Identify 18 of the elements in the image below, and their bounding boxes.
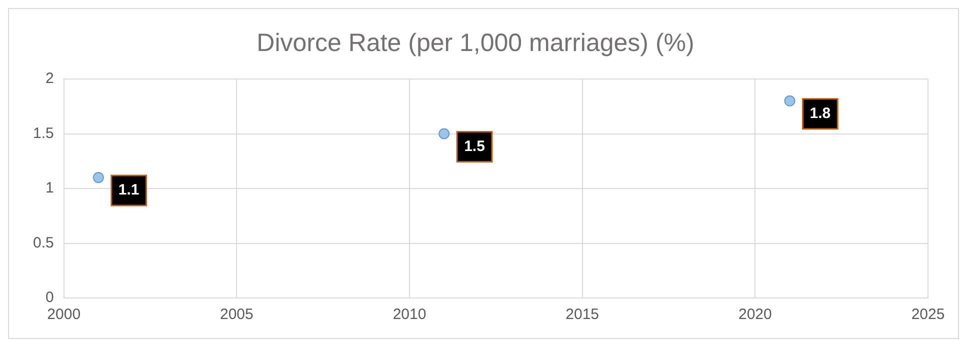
x-tick-label: 2005 (220, 306, 254, 324)
x-tick-label: 2025 (911, 306, 945, 324)
y-tick-label: 0.5 (32, 234, 54, 252)
y-tick-label: 1.5 (32, 124, 54, 142)
x-tick-label: 2010 (392, 306, 426, 324)
chart-title: Divorce Rate (per 1,000 marriages) (%) (256, 28, 694, 57)
data-label: 1.8 (810, 105, 831, 122)
x-tick-label: 2015 (566, 306, 600, 324)
point (784, 95, 796, 106)
y-tick-label: 0 (46, 289, 54, 306)
data-label: 1.1 (118, 182, 140, 199)
point (438, 128, 450, 140)
point (92, 172, 104, 184)
y-tick-label: 2 (46, 70, 54, 88)
x-tick-label: 2020 (738, 306, 772, 324)
data-label: 1.5 (464, 138, 485, 155)
x-tick-label: 2000 (47, 306, 81, 324)
y-tick-label: 1 (46, 180, 54, 197)
